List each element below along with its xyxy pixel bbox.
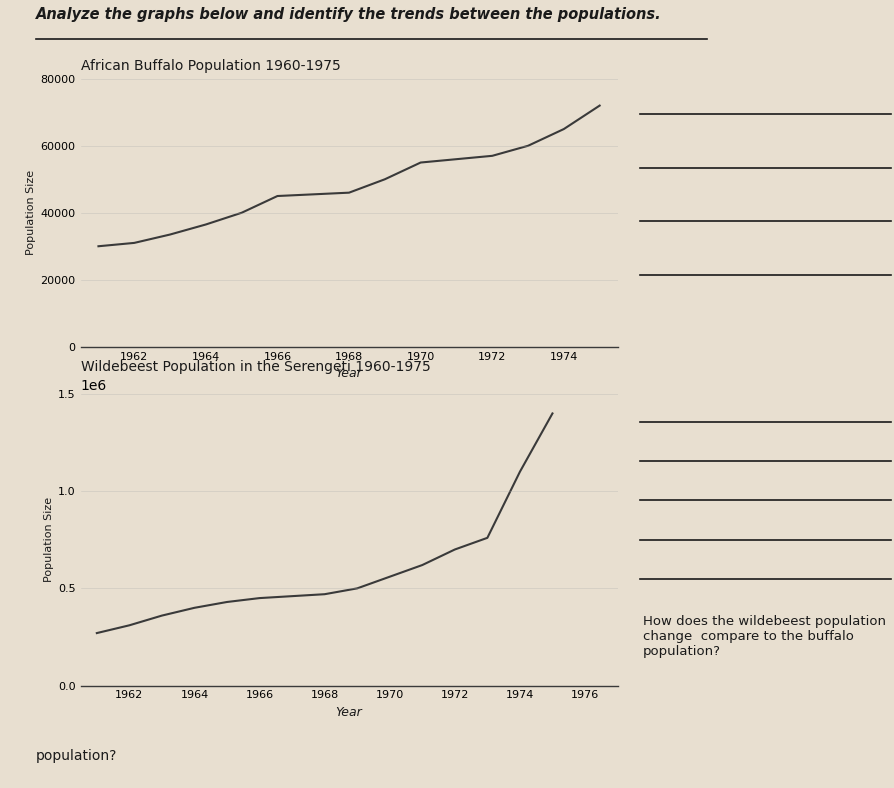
- Text: Wildebeest Population in the Serengeti 1960-1975: Wildebeest Population in the Serengeti 1…: [80, 359, 430, 374]
- X-axis label: Year: Year: [335, 706, 362, 719]
- Text: African Buffalo Population 1960-1975: African Buffalo Population 1960-1975: [80, 59, 340, 73]
- Text: How does the wildebeest population 
change  compare to the buffalo 
population?: How does the wildebeest population chang…: [642, 615, 889, 658]
- Text: population?: population?: [36, 749, 117, 763]
- Text: Analyze the graphs below and identify the trends between the populations.: Analyze the graphs below and identify th…: [36, 7, 661, 22]
- X-axis label: Year: Year: [335, 367, 362, 380]
- Y-axis label: Population Size: Population Size: [44, 497, 54, 582]
- Y-axis label: Population Size: Population Size: [26, 170, 37, 255]
